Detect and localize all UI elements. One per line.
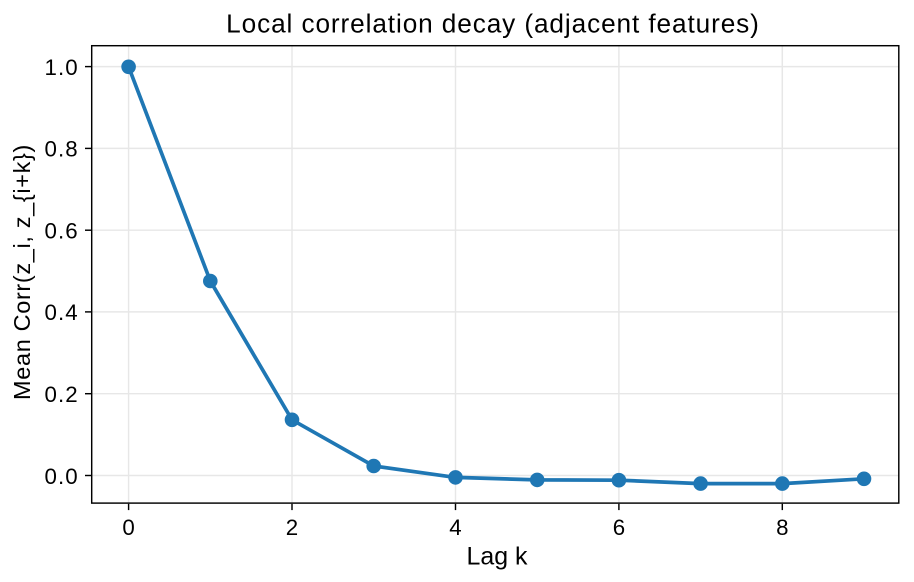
svg-text:0.8: 0.8: [45, 137, 79, 162]
svg-text:0.2: 0.2: [45, 382, 79, 407]
svg-text:2: 2: [286, 515, 298, 540]
svg-text:Lag k: Lag k: [467, 543, 528, 571]
svg-text:1.0: 1.0: [45, 55, 79, 80]
svg-text:0.0: 0.0: [45, 464, 79, 489]
svg-text:6: 6: [613, 515, 625, 540]
svg-text:4: 4: [449, 515, 461, 540]
svg-text:8: 8: [776, 515, 788, 540]
svg-text:Mean Corr(z_i, z_{i+k}): Mean Corr(z_i, z_{i+k}): [9, 144, 35, 400]
svg-text:Local correlation decay (adjac: Local correlation decay (adjacent featur…: [226, 9, 760, 39]
svg-text:0.6: 0.6: [45, 219, 79, 244]
svg-text:0.4: 0.4: [45, 300, 79, 325]
svg-text:0: 0: [122, 515, 134, 540]
